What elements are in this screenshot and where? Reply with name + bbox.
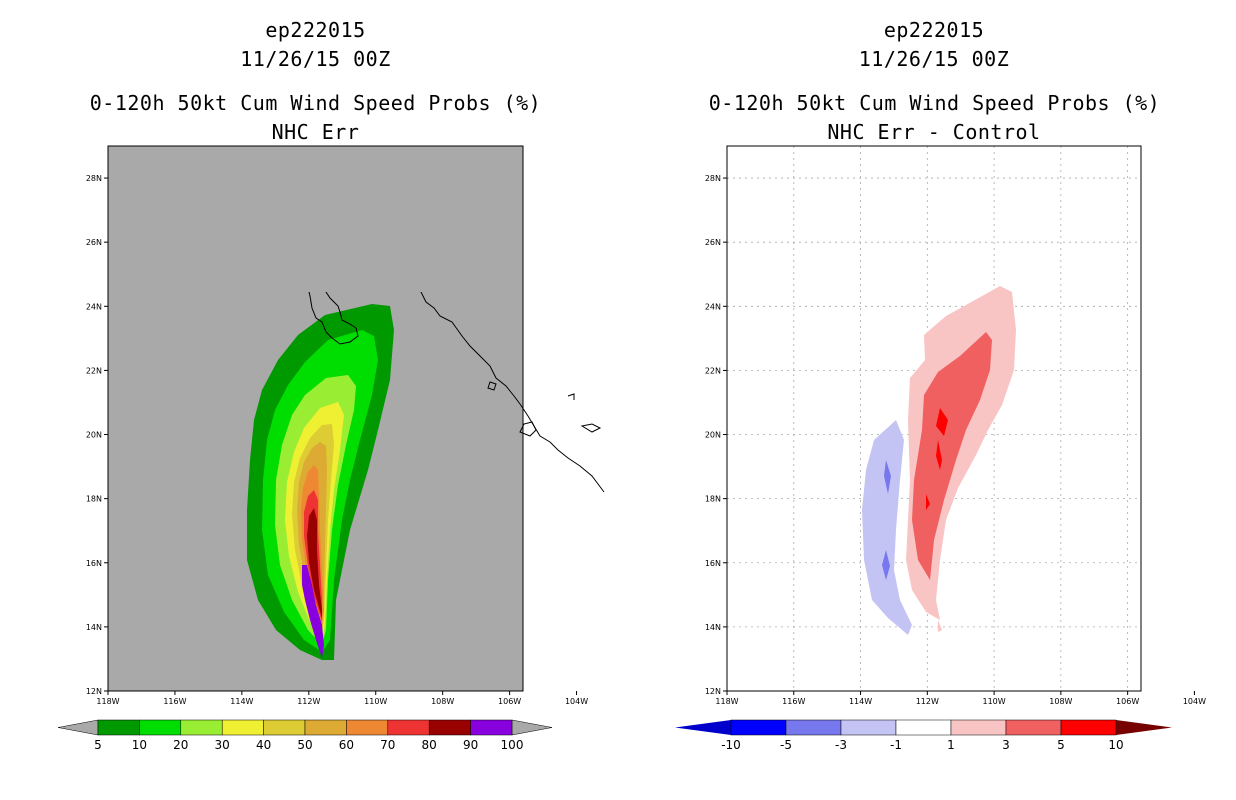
left-map-frame [107, 145, 524, 692]
right-colorbar-label: 10 [1108, 738, 1123, 752]
right-difference-contours [862, 286, 1016, 635]
left-lat-label: 22N [86, 366, 102, 375]
left-colorbar-swatch [263, 719, 306, 736]
right-colorbar: -10 -5 -3 -1 1 3 5 10 [675, 719, 1172, 752]
left-colorbar: 5 10 20 30 40 50 60 70 80 90 100 [57, 719, 553, 752]
left-colorbar-label: 10 [132, 738, 147, 752]
right-colorbar-swatch [785, 719, 842, 736]
right-lon-label: 112W [916, 697, 939, 706]
left-colorbar-swatch [180, 719, 223, 736]
right-colorbar-label: 5 [1057, 738, 1065, 752]
right-lat-label: 12N [705, 687, 721, 696]
left-colorbar-swatch [346, 719, 389, 736]
right-colorbar-label: -3 [835, 738, 847, 752]
right-lon-label: 118W [715, 697, 738, 706]
right-colorbar-label: 1 [947, 738, 955, 752]
right-colorbar-swatch [950, 719, 1007, 736]
left-lat-label: 20N [86, 431, 102, 440]
right-lon-label: 106W [1116, 697, 1139, 706]
left-colorbar-label: 30 [215, 738, 230, 752]
right-lon-label: 114W [849, 697, 872, 706]
right-lon-label: 116W [782, 697, 805, 706]
right-lon-label: 110W [983, 697, 1006, 706]
left-colorbar-swatch [97, 719, 140, 736]
left-colorbar-label: 90 [463, 738, 478, 752]
right-colorbar-extend-low [675, 720, 731, 735]
left-lat-label: 28N [86, 174, 102, 183]
left-lon-label: 104W [565, 697, 588, 706]
right-lat-label: 14N [705, 623, 721, 632]
right-lon-label: 104W [1183, 697, 1206, 706]
right-colorbar-label: -5 [780, 738, 792, 752]
left-lat-label: 14N [86, 623, 102, 632]
right-lat-label: 26N [705, 238, 721, 247]
left-colorbar-swatch [221, 719, 264, 736]
left-lat-label: 26N [86, 238, 102, 247]
right-datetime: 11/26/15 00Z [858, 47, 1010, 71]
left-lon-label: 110W [364, 697, 387, 706]
left-lat-label: 12N [86, 687, 102, 696]
left-colorbar-label: 100 [501, 738, 524, 752]
right-lat-label: 24N [705, 302, 721, 311]
left-colorbar-swatch [139, 719, 182, 736]
right-colorbar-swatch [1060, 719, 1117, 736]
left-lon-label: 108W [431, 697, 454, 706]
right-lat-label: 28N [705, 174, 721, 183]
left-colorbar-swatch [470, 719, 513, 736]
right-subtitle: NHC Err - Control [827, 120, 1041, 144]
left-product-title: 0-120h 50kt Cum Wind Speed Probs (%) [89, 91, 542, 115]
right-colorbar-swatch [895, 719, 952, 736]
right-lon-label: 108W [1049, 697, 1072, 706]
left-storm-id: ep222015 [265, 18, 366, 42]
left-lon-label: 114W [230, 697, 253, 706]
left-colorbar-label: 50 [297, 738, 312, 752]
left-colorbar-label: 60 [339, 738, 354, 752]
right-colorbar-extend-high [1116, 720, 1172, 735]
right-gridlines [727, 146, 1141, 691]
left-colorbar-extend-low [57, 719, 99, 736]
left-colorbar-swatch [304, 719, 347, 736]
right-colorbar-label: -10 [721, 738, 741, 752]
right-colorbar-label: -1 [890, 738, 902, 752]
right-product-title: 0-120h 50kt Cum Wind Speed Probs (%) [708, 91, 1161, 115]
right-lat-label: 18N [705, 495, 721, 504]
left-lat-label: 16N [86, 559, 102, 568]
left-colorbar-label: 70 [380, 738, 395, 752]
right-colorbar-label: 3 [1002, 738, 1010, 752]
left-colorbar-label: 5 [94, 738, 102, 752]
left-lon-label: 112W [297, 697, 320, 706]
right-storm-id: ep222015 [883, 18, 985, 42]
right-lat-label: 16N [705, 559, 721, 568]
left-datetime: 11/26/15 00Z [240, 47, 391, 71]
right-colorbar-swatch [730, 719, 787, 736]
left-colorbar-label: 20 [173, 738, 188, 752]
right-map-frame [726, 145, 1142, 692]
right-lat-label: 20N [705, 431, 721, 440]
left-colorbar-label: 80 [422, 738, 437, 752]
left-lon-label: 118W [96, 697, 119, 706]
left-lat-label: 24N [86, 302, 102, 311]
left-lon-label: 116W [163, 697, 186, 706]
left-colorbar-swatch [387, 719, 430, 736]
left-subtitle: NHC Err [271, 120, 360, 144]
right-colorbar-swatch [840, 719, 897, 736]
left-colorbar-swatch [428, 719, 471, 736]
right-lat-label: 22N [705, 366, 721, 375]
left-probability-contours [247, 304, 394, 660]
left-lon-label: 106W [498, 697, 521, 706]
left-lat-label: 18N [86, 495, 102, 504]
right-colorbar-swatch [1005, 719, 1062, 736]
left-colorbar-label: 40 [256, 738, 271, 752]
left-colorbar-extend-high [511, 719, 553, 736]
